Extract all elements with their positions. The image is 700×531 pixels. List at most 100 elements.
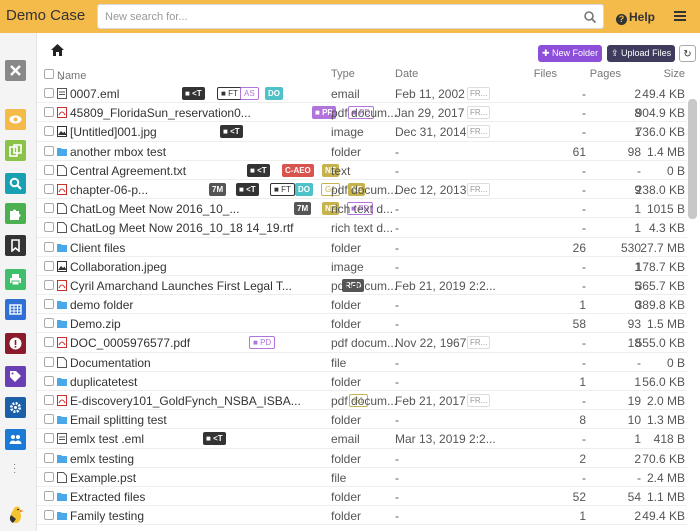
tag-badge[interactable]: 7M (294, 202, 312, 216)
row-checkbox[interactable] (44, 490, 54, 501)
file-row[interactable]: emlx testing folder -2 2 70.6 KB (37, 449, 687, 468)
tag-badge[interactable]: DO (295, 182, 313, 196)
file-name[interactable]: chapter-06-p... (70, 182, 149, 197)
file-row[interactable]: Central Agreement.txt ■ <T C-AEO NE text - - - 0… (37, 161, 687, 180)
row-checkbox[interactable] (44, 318, 54, 329)
row-checkbox[interactable] (44, 471, 54, 482)
row-checkbox[interactable] (44, 299, 54, 310)
tag-badge[interactable]: 7M (209, 182, 227, 196)
file-name[interactable]: E-discovery101_GoldFynch_NSBA_ISBA... (70, 394, 301, 408)
file-row[interactable]: Collaboration.jpeg image - - 1 178.7 KB (37, 257, 687, 276)
hamburger-menu-icon[interactable] (674, 11, 686, 21)
upload-files-button[interactable]: ⇪ Upload Files (607, 45, 676, 62)
sidebar-puzzle-button[interactable] (5, 203, 26, 224)
row-checkbox[interactable] (44, 164, 54, 175)
sidebar-alert-button[interactable] (5, 333, 26, 354)
column-size[interactable]: Size (663, 68, 685, 80)
file-row[interactable]: 45809_FloridaSun_reservation0... ■ PR ■ PD… (37, 103, 687, 123)
file-name[interactable]: Family testing (70, 509, 145, 524)
file-name[interactable]: demo folder (70, 298, 134, 313)
tag-badge[interactable]: ■ PD (347, 202, 374, 216)
sidebar-gear-button[interactable] (5, 397, 26, 418)
column-date[interactable]: Date (395, 68, 419, 80)
file-name[interactable]: Example.pst (70, 470, 137, 485)
row-checkbox[interactable] (44, 414, 54, 425)
file-row[interactable]: Demo.zip folder - 58 93 1.5 MB (37, 314, 687, 334)
fr-badge[interactable]: FR... (467, 394, 491, 407)
sidebar-table-button[interactable] (5, 299, 26, 320)
file-row[interactable]: Family testing folder - 1 2 49.4 KB (37, 506, 687, 526)
file-name[interactable]: ChatLog Meet Now 2016_10_18 14_19.rtf (70, 221, 294, 236)
tag-badge[interactable]: ■ <T (182, 87, 205, 100)
file-row[interactable]: Extracted files folder - 52 54 1.1 MB (37, 487, 687, 507)
sidebar-eye-button[interactable] (5, 109, 26, 130)
search-box[interactable] (97, 4, 604, 29)
file-row[interactable]: Documentation file - - - 0 B (37, 353, 687, 372)
file-name[interactable]: 0007.eml (70, 87, 120, 101)
column-files[interactable]: Files (533, 68, 557, 80)
file-name[interactable]: Cyril Amarchand Launches First Legal T..… (70, 278, 292, 293)
refresh-button[interactable]: ↻ (679, 45, 696, 62)
tag-badge[interactable]: ■ <T (220, 125, 243, 139)
file-name[interactable]: emlx testing (70, 451, 135, 466)
row-checkbox[interactable] (44, 260, 54, 271)
file-row[interactable]: Email splitting test folder - 8 10 1.3 MB (37, 410, 687, 430)
tag-badge[interactable]: DO (265, 87, 283, 100)
tag-badge[interactable]: ■ FT (217, 87, 242, 100)
row-checkbox[interactable] (44, 222, 54, 233)
tag-badge[interactable]: ■ PD (348, 106, 375, 120)
file-name[interactable]: another mbox test (70, 144, 167, 159)
row-checkbox[interactable] (44, 126, 54, 137)
tag-badge[interactable]: ■ FT (270, 182, 295, 196)
file-row[interactable]: duplicatetest folder -1 1 56.0 KB (37, 372, 687, 391)
more-icon[interactable]: · · · (13, 459, 17, 478)
help-button[interactable]: ? Help (616, 10, 655, 25)
file-name[interactable]: Central Agreement.txt (70, 163, 187, 178)
tag-badge[interactable]: ■ PD (249, 336, 276, 350)
new-folder-button[interactable]: ✚ New Folder (538, 45, 603, 62)
row-checkbox[interactable] (44, 107, 54, 118)
file-row[interactable]: Client files folder - 26 530 27.7 MB (37, 238, 687, 257)
tag-badge[interactable]: C-AEO (282, 163, 314, 177)
file-name[interactable]: Client files (70, 240, 126, 255)
app-title[interactable]: Demo Case (6, 7, 86, 24)
file-row[interactable]: another mbox test folder - 61 98 1.4 MB (37, 142, 687, 161)
sidebar-users-button[interactable] (5, 429, 26, 450)
row-checkbox[interactable] (44, 375, 54, 386)
fr-badge[interactable]: FR... (467, 125, 491, 139)
file-row[interactable]: chapter-06-p... 7M ■ <T ■ FT DO G1 NE pdf docum… (37, 180, 687, 200)
row-checkbox[interactable] (44, 203, 54, 214)
tag-badge[interactable]: ■ PR (312, 106, 337, 120)
file-row[interactable]: [Untitled]001.jpg ■ <T image Dec 31, 2014 FR… (37, 122, 687, 142)
row-checkbox[interactable] (44, 510, 54, 521)
file-name[interactable]: Documentation (70, 355, 151, 370)
file-row[interactable]: ChatLog Meet Now 2016_10_18 14_19.rtf ric… (37, 218, 687, 238)
row-checkbox[interactable] (44, 183, 54, 194)
tag-badge[interactable]: AS (240, 87, 259, 100)
sidebar-print-button[interactable] (5, 269, 26, 290)
file-row[interactable]: E-discovery101_GoldFynch_NSBA_ISBA... G1 p… (37, 391, 687, 411)
search-input[interactable] (105, 8, 575, 25)
file-name[interactable]: Demo.zip (70, 317, 121, 332)
file-name[interactable]: Collaboration.jpeg (70, 259, 167, 274)
file-name[interactable]: emlx test .eml (70, 432, 145, 447)
tag-badge[interactable]: ■ <T (236, 182, 259, 196)
column-type[interactable]: Type (331, 68, 355, 80)
row-checkbox[interactable] (44, 145, 54, 156)
file-name[interactable]: Extracted files (70, 489, 146, 504)
file-name[interactable]: Email splitting test (70, 413, 167, 428)
file-row[interactable]: DOC_0005976577.pdf ■ PD pdf docum... Nov 22… (37, 333, 687, 353)
scrollbar[interactable] (688, 99, 697, 219)
tag-badge[interactable]: NE (348, 182, 366, 196)
tag-badge[interactable]: NE (322, 202, 340, 216)
file-row[interactable]: 0007.eml ■ <T ■ FT AS DO email Feb 11, 2002 FR.… (37, 84, 687, 104)
row-checkbox[interactable] (44, 279, 54, 290)
sidebar-bookmark-button[interactable] (5, 235, 26, 256)
tag-badge[interactable]: RFD (342, 278, 365, 292)
fr-badge[interactable]: FR... (467, 336, 491, 350)
file-name[interactable]: DOC_0005976577.pdf (70, 336, 191, 351)
row-checkbox[interactable] (44, 356, 54, 367)
row-checkbox[interactable] (44, 337, 54, 348)
sidebar-copy-button[interactable] (5, 140, 26, 161)
tag-badge[interactable]: ■ <T (247, 163, 270, 177)
